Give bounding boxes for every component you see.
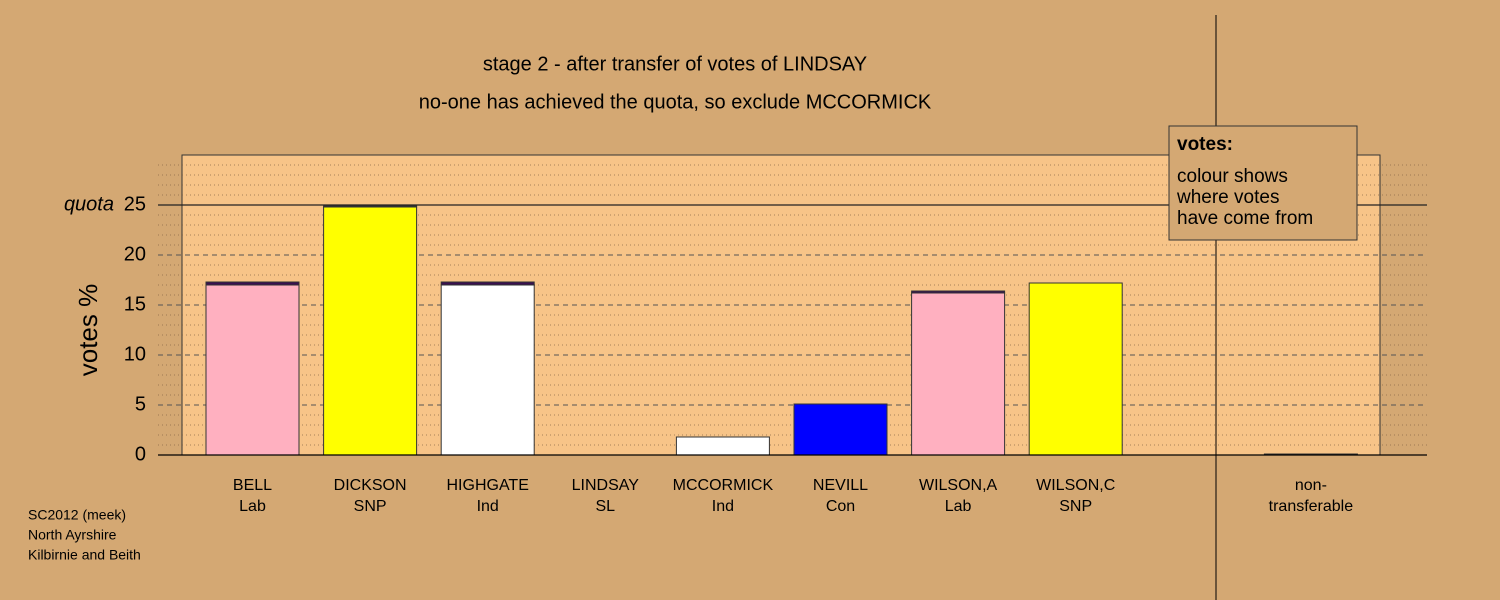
bar-segment [911, 290, 1006, 294]
bar-segment [440, 284, 535, 456]
y-axis-label: votes % [73, 284, 103, 377]
legend-title: votes: [1177, 134, 1233, 155]
bar-segment [440, 281, 535, 286]
bar-segment [911, 292, 1006, 456]
footer-text: Kilbirnie and Beith [28, 547, 141, 563]
y-tick-label: 20 [124, 243, 146, 265]
y-tick-label: 25 [124, 193, 146, 215]
bar-segment [323, 206, 418, 456]
chart-subtitle: no-one has achieved the quota, so exclud… [419, 91, 932, 113]
legend-line: have come from [1177, 208, 1313, 229]
footer-text: SC2012 (meek) [28, 507, 126, 523]
bar-segment [205, 284, 300, 456]
x-tick-label: LINDSAY [572, 477, 640, 494]
bar-segment [1028, 282, 1123, 456]
x-tick-sublabel: Ind [712, 498, 734, 515]
chart-title: stage 2 - after transfer of votes of LIN… [483, 53, 867, 75]
y-tick-label: 10 [124, 343, 146, 365]
x-tick-sublabel: SNP [1059, 498, 1092, 515]
legend-box [1168, 125, 1358, 241]
footer-text: North Ayrshire [28, 527, 117, 543]
legend-line: where votes [1176, 187, 1279, 208]
x-tick-sublabel: Ind [477, 498, 499, 515]
bar-segment [793, 403, 888, 456]
x-tick-sublabel: transferable [1269, 498, 1354, 515]
quota-label: quota [64, 193, 114, 215]
x-tick-label: WILSON,C [1036, 477, 1115, 494]
y-tick-label: 0 [135, 443, 146, 465]
bar-segment [675, 436, 770, 456]
x-tick-label: DICKSON [334, 477, 407, 494]
legend: votes: colour shows where votes have com… [1168, 125, 1358, 241]
x-tick-sublabel: SL [596, 498, 616, 515]
x-tick-sublabel: Lab [945, 498, 972, 515]
x-tick-label: HIGHGATE [447, 477, 529, 494]
y-tick-label: 15 [124, 293, 146, 315]
bar-segment [323, 205, 418, 208]
x-tick-label: WILSON,A [919, 477, 998, 494]
y-tick-label: 5 [135, 393, 146, 415]
x-tick-label: NEVILL [813, 477, 868, 494]
x-tick-label: BELL [233, 477, 272, 494]
x-tick-sublabel: SNP [354, 498, 387, 515]
x-tick-sublabel: Con [826, 498, 855, 515]
x-tick-sublabel: Lab [239, 498, 266, 515]
legend-line: colour shows [1177, 166, 1288, 187]
x-tick-label: MCCORMICK [673, 477, 774, 494]
bar-segment [205, 281, 300, 286]
x-tick-label: non- [1295, 477, 1327, 494]
